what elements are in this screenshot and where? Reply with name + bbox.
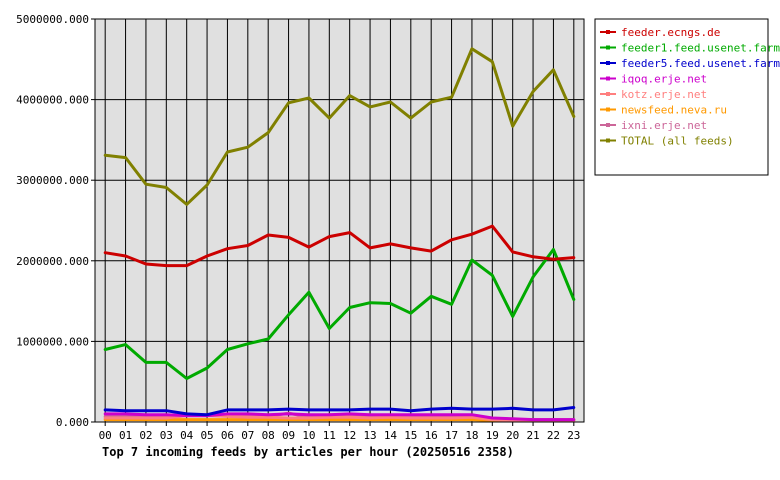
legend-label: iqoq.erje.net (621, 73, 707, 86)
y-tick-label: 2000000.000 (16, 255, 89, 268)
series-line-feeder1-feed-usenet-farm (103, 248, 576, 380)
x-tick-label: 10 (302, 429, 315, 442)
x-tick-label: 02 (139, 429, 152, 442)
x-tick-label: 22 (547, 429, 560, 442)
series-line-total-all-feeds- (103, 47, 576, 206)
x-tick-label: 16 (425, 429, 438, 442)
x-tick-label: 19 (486, 429, 499, 442)
y-tick-label: 3000000.000 (16, 174, 89, 187)
x-tick-label: 15 (404, 429, 417, 442)
legend-label: feeder5.feed.usenet.farm (621, 57, 780, 70)
series-line-feeder-ecngs-de (103, 224, 576, 268)
legend-swatch-marker (606, 61, 610, 65)
x-tick-label: 17 (445, 429, 458, 442)
legend-swatch-marker (606, 30, 610, 34)
legend-swatch-marker (606, 92, 610, 96)
legend-label: TOTAL (all feeds) (621, 135, 734, 148)
legend-box (594, 18, 769, 176)
x-tick-label: 14 (384, 429, 398, 442)
x-tick-label: 03 (160, 429, 173, 442)
vertical-gridlines (104, 19, 575, 422)
legend-swatch-marker (606, 138, 610, 143)
y-tick-label: 0.000 (56, 416, 89, 429)
x-tick-label: 20 (506, 429, 519, 442)
legend-label: feeder.ecngs.de (621, 26, 720, 39)
legend: feeder.ecngs.de feeder1.feed.usenet.farm f… (594, 18, 780, 176)
x-tick-label: 13 (363, 429, 376, 442)
legend-label: kotz.erje.net (621, 88, 707, 101)
horizontal-gridlines (95, 99, 584, 342)
series-line-iqoq-erje-net (103, 412, 576, 422)
legend-swatch-marker (606, 107, 610, 112)
x-tick-label: 05 (200, 429, 213, 442)
x-tick-label: 09 (282, 429, 295, 442)
x-tick-label: 07 (241, 429, 254, 442)
series-line-feeder5-feed-usenet-farm (103, 406, 576, 417)
legend-label: ixni.erje.net (621, 119, 707, 132)
legend-swatch-marker (606, 123, 610, 127)
x-tick-label: 12 (343, 429, 356, 442)
x-tick-label: 21 (526, 429, 539, 442)
plot-background (95, 19, 584, 422)
x-tick-label: 06 (221, 429, 234, 442)
legend-swatch-marker (606, 76, 610, 81)
series-lines (103, 47, 576, 422)
chart-title: Top 7 incoming feeds by articles per hou… (102, 445, 514, 459)
legend-swatch-marker (606, 45, 610, 50)
legend-label: feeder1.feed.usenet.farm (621, 42, 780, 55)
x-tick-label: 23 (567, 429, 580, 442)
x-tick-label: 18 (465, 429, 478, 442)
x-tick-label: 08 (262, 429, 275, 442)
y-tick-label: 1000000.000 (16, 335, 89, 348)
plot-border (94, 18, 585, 423)
legend-label: newsfeed.neva.ru (621, 104, 727, 117)
x-tick-label: 11 (323, 429, 336, 442)
x-tick-label: 01 (119, 429, 132, 442)
x-tick-label: 00 (99, 429, 112, 442)
y-tick-label: 4000000.000 (16, 94, 89, 107)
x-axis-ticks: 00 01 02 03 04 05 06 07 08 09 10 11 12 13 14 15 16 17 18 19… (99, 422, 580, 442)
y-tick-label: 5000000.000 (16, 13, 89, 26)
x-tick-label: 04 (180, 429, 194, 442)
y-axis-ticks: 0.000 1000000.000 2000000.000 3000000.000 40… (16, 13, 95, 429)
